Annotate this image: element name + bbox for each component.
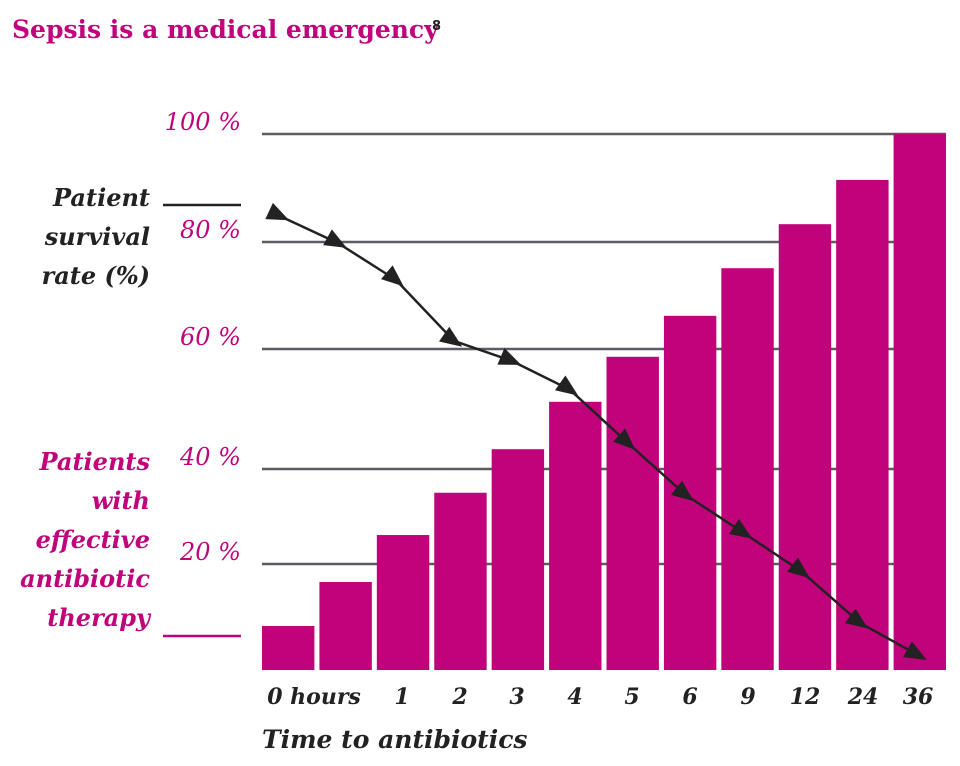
bar [778, 224, 832, 670]
y-tick-label: 100 % [165, 108, 241, 136]
line-point-marker [729, 518, 753, 539]
line-point-marker [555, 375, 579, 396]
legend-therapy-line: antibiotic [20, 564, 150, 593]
bar [262, 626, 315, 670]
legend-therapy-line: Patients [39, 447, 151, 476]
bar [663, 315, 717, 670]
legend-therapy-line: therapy [47, 603, 152, 632]
legend-survival-line: survival [44, 222, 150, 251]
bar [491, 449, 545, 670]
bar [836, 179, 889, 670]
x-tick-label: 0 hours [267, 684, 361, 710]
legend-survival-line: rate (%) [42, 261, 150, 290]
bar [721, 268, 774, 670]
x-tick-label: 3 [509, 684, 524, 710]
bar [606, 356, 659, 670]
legend-survival-rate: Patient survival rate (%) [42, 183, 150, 290]
x-tick-labels: 0 hours 1 2 3 4 5 6 9 12 24 36 [267, 684, 933, 710]
bar [893, 134, 946, 670]
bar-series [262, 134, 946, 670]
line-point-marker [671, 480, 694, 502]
y-tick-label: 20 % [179, 538, 241, 566]
x-axis-label: Time to antibiotics [262, 725, 528, 754]
x-tick-label: 24 [847, 684, 879, 710]
y-tick-label: 40 % [179, 443, 241, 471]
line-series [265, 202, 927, 661]
bar [376, 535, 430, 670]
gridlines [262, 132, 946, 566]
line-point-marker [613, 428, 636, 450]
x-tick-label: 6 [682, 684, 697, 710]
x-tick-label: 9 [740, 684, 755, 710]
legend-therapy-line: with [92, 486, 150, 515]
bar [549, 401, 602, 670]
bar [434, 492, 487, 670]
y-tick-label: 60 % [180, 323, 241, 351]
legend-effective-therapy: Patients with effective antibiotic therapy [20, 447, 152, 632]
x-tick-label: 36 [903, 684, 934, 710]
title-footnote-ref: 8 [432, 19, 441, 34]
x-tick-label: 5 [624, 684, 639, 710]
line-point-marker [497, 348, 522, 365]
line-point-marker [787, 557, 810, 579]
x-tick-label: 2 [451, 684, 467, 710]
line-point-marker [265, 202, 290, 221]
x-tick-label: 4 [567, 684, 582, 710]
line-point-marker [845, 608, 869, 629]
x-tick-label: 1 [394, 684, 409, 710]
line-point-marker [903, 641, 927, 661]
y-tick-label: 80 % [180, 216, 241, 244]
x-tick-label: 12 [790, 684, 821, 710]
legend-survival-line: Patient [52, 183, 150, 212]
bar [319, 582, 372, 670]
chart-title: Sepsis is a medical emergency [12, 15, 440, 44]
legend-therapy-line: effective [36, 525, 150, 554]
y-tick-labels: 100 % 80 % 60 % 40 % 20 % [165, 108, 241, 566]
line-point-marker [323, 229, 347, 248]
line-point-marker [381, 265, 404, 287]
line-point-marker [439, 326, 463, 347]
